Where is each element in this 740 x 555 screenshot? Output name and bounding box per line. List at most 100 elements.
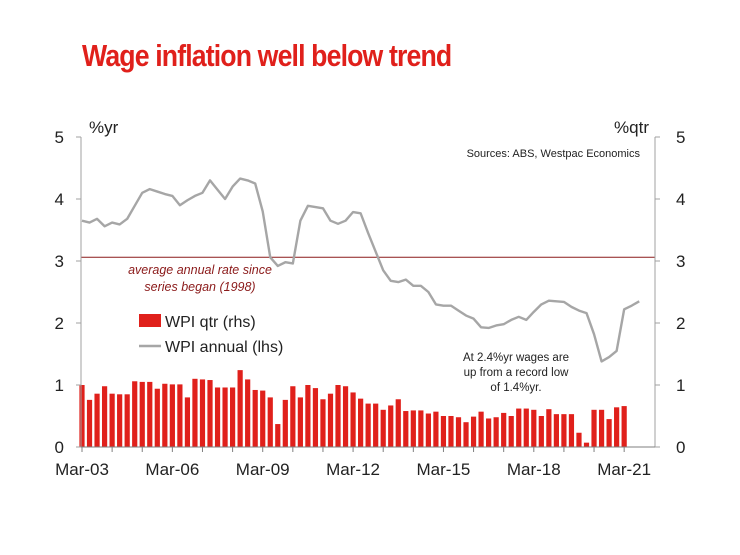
bar-qtr — [598, 409, 605, 447]
bar-qtr — [448, 416, 454, 447]
bar-qtr — [516, 408, 522, 447]
bar-qtr — [561, 414, 567, 447]
bar-qtr — [621, 406, 627, 447]
bar-qtr — [380, 409, 386, 447]
bar-qtr — [568, 414, 575, 447]
bar-qtr — [373, 403, 379, 447]
bar-qtr — [523, 408, 529, 447]
y-tick-label-left: 2 — [55, 314, 64, 333]
bar-qtr — [132, 381, 138, 447]
bar-qtr — [350, 392, 356, 447]
source-note: Sources: ABS, Westpac Economics — [467, 148, 641, 160]
bar-qtr — [222, 387, 228, 447]
annotation-line2: up from a record low — [464, 367, 570, 379]
bar-qtr — [124, 394, 130, 447]
bar-qtr — [237, 370, 243, 447]
bar-qtr — [245, 379, 251, 447]
y-tick-label-left: 1 — [55, 376, 64, 395]
bar-qtr — [425, 413, 431, 447]
x-tick-label: Mar-15 — [417, 460, 471, 479]
y-tick-label-left: 5 — [55, 128, 64, 147]
legend-line-label: WPI annual (lhs) — [165, 339, 283, 356]
bar-qtr — [403, 411, 409, 447]
annual-wpi-line — [81, 177, 640, 363]
bar-qtr — [147, 381, 153, 447]
bar-qtr — [169, 384, 175, 447]
bar-qtr — [192, 378, 198, 447]
bar-qtr — [86, 399, 93, 447]
bar-qtr — [591, 409, 597, 447]
bar-qtr — [440, 416, 447, 447]
bar-qtr — [388, 405, 394, 447]
y-tick-label-right: 4 — [676, 190, 685, 209]
legend-bar-label: WPI qtr (rhs) — [165, 314, 256, 331]
average-label-line1: average annual rate since — [128, 263, 272, 277]
bar-qtr — [79, 385, 85, 447]
bar-qtr — [267, 397, 273, 447]
y-tick-label-right: 2 — [676, 314, 685, 333]
x-tick-label: Mar-18 — [507, 460, 561, 479]
y-tick-label-right: 1 — [676, 376, 685, 395]
bar-qtr — [538, 416, 544, 447]
bar-qtr — [230, 387, 236, 447]
bar-qtr — [606, 419, 612, 447]
bar-qtr — [342, 386, 349, 447]
legend-bar-swatch — [139, 314, 161, 327]
y-tick-label-right: 0 — [676, 438, 685, 457]
bar-qtr — [546, 409, 552, 447]
bar-qtr — [614, 407, 620, 447]
bar-qtr — [282, 399, 288, 447]
x-tick-label: Mar-06 — [145, 460, 199, 479]
bar-qtr — [260, 390, 266, 447]
plot-frame — [76, 136, 660, 452]
annotation-line1: At 2.4%yr wages are — [463, 352, 569, 364]
bar-qtr — [508, 416, 514, 447]
bar-qtr — [470, 416, 477, 447]
bar-qtr — [418, 410, 424, 447]
bar-qtr — [154, 388, 160, 447]
annotation-line3: of 1.4%yr. — [490, 382, 541, 394]
average-label-line2: series began (1998) — [144, 280, 255, 294]
bar-qtr — [358, 398, 364, 447]
x-tick-label: Mar-21 — [597, 460, 651, 479]
bar-qtr — [214, 387, 221, 447]
bar-qtr — [252, 389, 258, 447]
y-tick-label-right: 3 — [676, 252, 685, 271]
bar-qtr — [275, 424, 281, 447]
bar-qtr — [410, 410, 416, 447]
y-tick-label-left: 3 — [55, 252, 64, 271]
bar-qtr — [297, 397, 303, 447]
bar-qtr — [395, 399, 401, 447]
x-tick-label: Mar-03 — [55, 460, 109, 479]
bar-qtr — [486, 418, 492, 447]
bar-qtr — [162, 383, 168, 447]
chart-title: Wage inflation well below trend — [82, 38, 452, 73]
left-axis-unit: %yr — [89, 118, 119, 137]
bar-qtr — [290, 386, 296, 447]
y-tick-label-right: 5 — [676, 128, 685, 147]
x-tick-label: Mar-12 — [326, 460, 380, 479]
bar-qtr — [335, 385, 341, 447]
bar-qtr — [493, 417, 499, 447]
bar-qtr — [583, 442, 590, 447]
bar-qtr — [305, 385, 311, 447]
bar-qtr — [94, 393, 100, 447]
bar-qtr — [320, 399, 326, 447]
bar-qtr — [177, 384, 183, 447]
bar-qtr — [117, 394, 123, 447]
axis-labels: 0 0 1 1 2 2 3 3 4 4 5 5 Mar-03 Mar-06 Mar-09 Mar-12 Mar-… — [55, 128, 686, 479]
bar-qtr — [455, 417, 462, 447]
bar-qtr — [184, 397, 191, 447]
quarterly-bars — [79, 370, 627, 447]
bar-qtr — [327, 393, 334, 447]
x-tick-label: Mar-09 — [236, 460, 290, 479]
y-tick-label-left: 4 — [55, 190, 64, 209]
bar-qtr — [365, 403, 371, 447]
bar-qtr — [139, 381, 145, 447]
bar-qtr — [478, 411, 484, 447]
bar-qtr — [109, 393, 115, 447]
right-axis-unit: %qtr — [614, 118, 649, 137]
bar-qtr — [207, 380, 213, 447]
bar-qtr — [576, 432, 582, 447]
